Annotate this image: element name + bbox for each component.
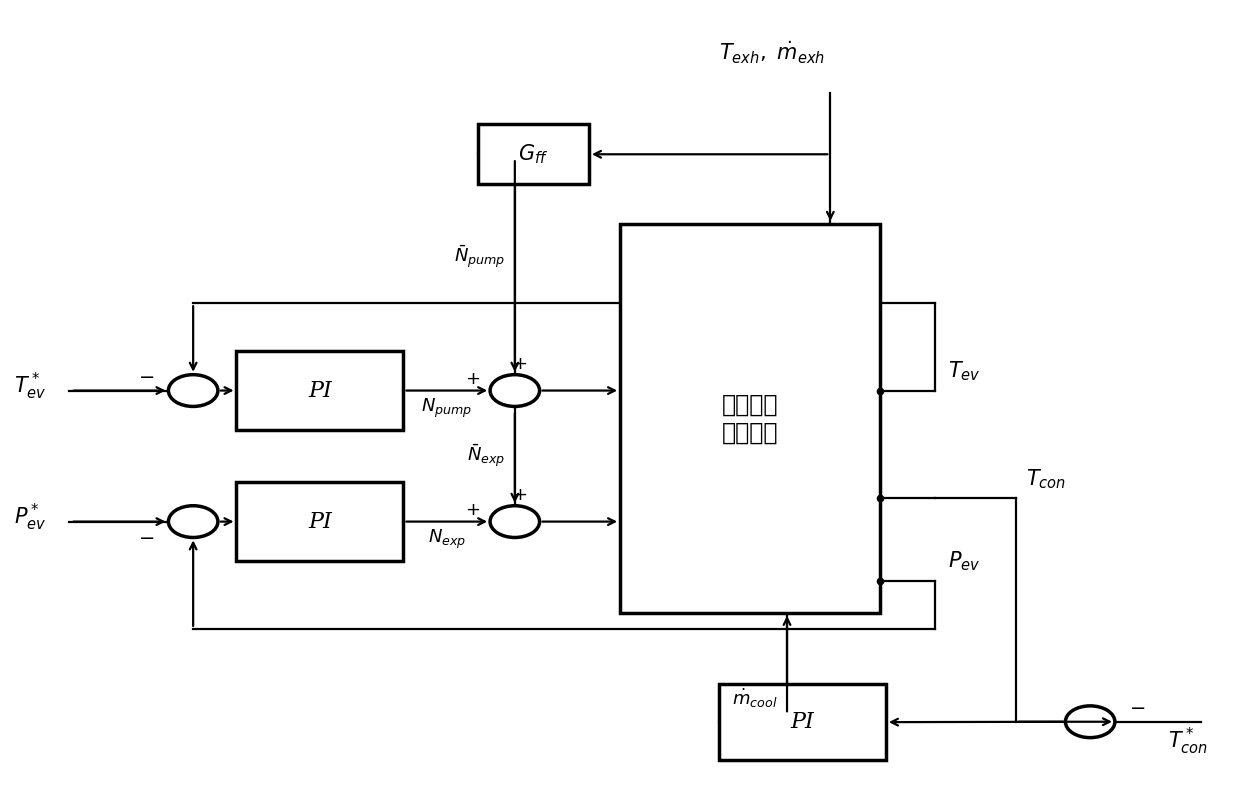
- Text: $-$: $-$: [1130, 698, 1146, 717]
- Text: $N_{pump}$: $N_{pump}$: [422, 397, 472, 420]
- Circle shape: [169, 506, 218, 537]
- Text: $N_{exp}$: $N_{exp}$: [428, 528, 466, 552]
- Circle shape: [490, 506, 539, 537]
- Text: $\bar{N}_{exp}$: $\bar{N}_{exp}$: [466, 442, 505, 469]
- Text: 有机朗肯
循环系统: 有机朗肯 循环系统: [722, 392, 779, 444]
- Text: $\dot{m}_{cool}$: $\dot{m}_{cool}$: [732, 687, 777, 710]
- Text: $G_{ff}$: $G_{ff}$: [518, 143, 548, 166]
- Bar: [237, 351, 403, 430]
- Text: PI: PI: [308, 511, 332, 532]
- Text: $+$: $+$: [465, 501, 480, 520]
- Circle shape: [1065, 706, 1115, 738]
- Bar: [620, 224, 880, 613]
- Circle shape: [169, 375, 218, 406]
- Bar: [237, 482, 403, 561]
- Text: PI: PI: [791, 711, 815, 733]
- Text: $P_{ev}$: $P_{ev}$: [947, 550, 981, 573]
- Text: $\bar{N}_{pump}$: $\bar{N}_{pump}$: [454, 243, 505, 270]
- Bar: [477, 124, 589, 184]
- Text: $-$: $-$: [138, 528, 154, 547]
- Text: $+$: $+$: [465, 371, 480, 388]
- Text: $T_{con}$: $T_{con}$: [1025, 468, 1066, 492]
- Text: $T_{exh},\ \dot{m}_{exh}$: $T_{exh},\ \dot{m}_{exh}$: [719, 40, 825, 66]
- Text: $+$: $+$: [512, 355, 527, 373]
- Text: $-$: $-$: [138, 367, 154, 385]
- Text: PI: PI: [308, 379, 332, 402]
- Text: $T_{ev}$: $T_{ev}$: [947, 359, 981, 383]
- Text: $T^*_{con}$: $T^*_{con}$: [1168, 726, 1208, 757]
- Circle shape: [490, 375, 539, 406]
- Text: $T^*_{ev}$: $T^*_{ev}$: [14, 371, 46, 402]
- Text: $+$: $+$: [512, 486, 527, 505]
- Text: $P^*_{ev}$: $P^*_{ev}$: [14, 502, 46, 533]
- Bar: [719, 685, 887, 760]
